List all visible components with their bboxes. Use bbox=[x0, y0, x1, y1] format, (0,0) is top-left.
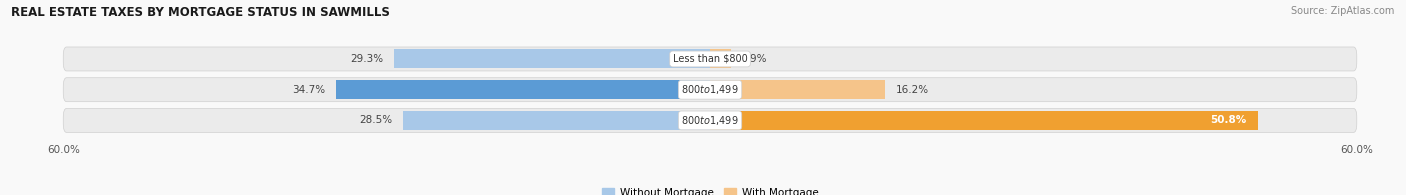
Text: 28.5%: 28.5% bbox=[359, 115, 392, 125]
Bar bbox=[710, 50, 731, 68]
Bar bbox=[336, 80, 710, 99]
FancyBboxPatch shape bbox=[63, 108, 1357, 132]
Legend: Without Mortgage, With Mortgage: Without Mortgage, With Mortgage bbox=[602, 188, 818, 195]
Text: 16.2%: 16.2% bbox=[896, 85, 928, 95]
Text: REAL ESTATE TAXES BY MORTGAGE STATUS IN SAWMILLS: REAL ESTATE TAXES BY MORTGAGE STATUS IN … bbox=[11, 6, 389, 19]
Bar bbox=[402, 111, 710, 130]
Text: 50.8%: 50.8% bbox=[1211, 115, 1247, 125]
Text: 34.7%: 34.7% bbox=[292, 85, 325, 95]
Text: 1.9%: 1.9% bbox=[741, 54, 768, 64]
Text: 29.3%: 29.3% bbox=[350, 54, 384, 64]
Bar bbox=[710, 111, 1257, 130]
FancyBboxPatch shape bbox=[63, 78, 1357, 102]
Text: $800 to $1,499: $800 to $1,499 bbox=[682, 83, 738, 96]
FancyBboxPatch shape bbox=[63, 47, 1357, 71]
Text: $800 to $1,499: $800 to $1,499 bbox=[682, 114, 738, 127]
Text: Source: ZipAtlas.com: Source: ZipAtlas.com bbox=[1291, 6, 1395, 16]
Bar bbox=[394, 50, 710, 68]
Bar bbox=[710, 80, 884, 99]
Text: Less than $800: Less than $800 bbox=[672, 54, 748, 64]
